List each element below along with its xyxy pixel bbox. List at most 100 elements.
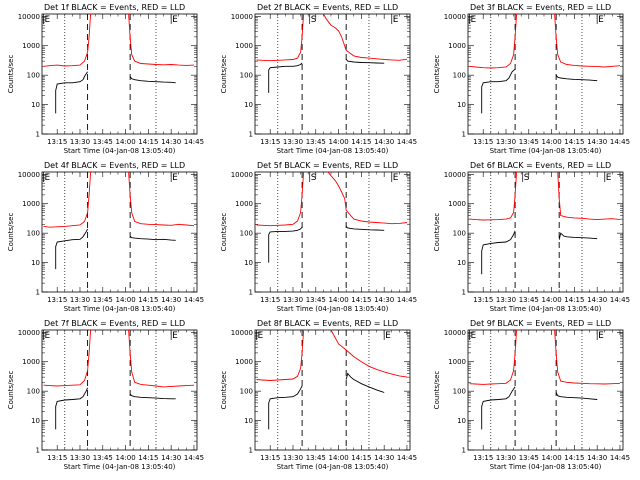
events-series-line xyxy=(481,386,516,430)
plot-frame xyxy=(41,171,198,293)
x-tick-label: 14:00 xyxy=(115,138,135,146)
events-series-line xyxy=(481,68,516,114)
x-tick-label: 13:30 xyxy=(496,138,516,146)
x-tick-label: 13:15 xyxy=(47,296,67,304)
x-tick-label: 13:30 xyxy=(70,454,90,462)
y-tick-label: 1000 xyxy=(22,358,40,366)
x-tick-label: 13:15 xyxy=(260,454,280,462)
panel-title: Det 8f BLACK = Events, RED = LLD xyxy=(257,319,398,328)
y-axis-label: Counts/sec xyxy=(7,213,15,252)
x-tick-label: 14:15 xyxy=(351,454,371,462)
events-series-line xyxy=(129,235,176,241)
x-tick-label: 14:15 xyxy=(564,296,584,304)
lld-series-line xyxy=(43,330,92,387)
panel-title: Det 4f BLACK = Events, RED = LLD xyxy=(44,161,185,170)
detector-panel: Det 1f BLACK = Events, RED = LLD 1 10 100 10… xyxy=(7,3,204,155)
y-tick-label: 1000 xyxy=(448,200,466,208)
lld-series-line xyxy=(256,172,305,227)
x-tick-label: 13:45 xyxy=(519,296,539,304)
y-tick-label: 10 xyxy=(31,101,40,109)
flag-label: E xyxy=(471,15,477,25)
x-tick-label: 14:30 xyxy=(161,454,181,462)
x-tick-label: 14:00 xyxy=(115,296,135,304)
y-tick-label: 1000 xyxy=(235,200,253,208)
y-tick-label: 100 xyxy=(240,388,253,396)
y-tick-label: 1000 xyxy=(235,42,253,50)
y-tick-label: 10000 xyxy=(444,13,466,21)
panel-title: Det 1f BLACK = Events, RED = LLD xyxy=(44,3,185,12)
y-tick-label: 10000 xyxy=(18,13,40,21)
x-tick-label: 13:45 xyxy=(93,138,113,146)
detector-panel: Det 6f BLACK = Events, RED = LLD 1 10 100 10… xyxy=(433,161,630,313)
plot-frame xyxy=(41,13,198,135)
x-tick-label: 13:30 xyxy=(496,454,516,462)
y-tick-label: 1000 xyxy=(22,42,40,50)
lld-series-line xyxy=(327,172,408,225)
x-tick-label: 13:45 xyxy=(93,454,113,462)
y-tick-label: 100 xyxy=(27,388,40,396)
y-tick-label: 10 xyxy=(457,101,466,109)
x-tick-label: 14:30 xyxy=(587,454,607,462)
x-tick-label: 14:30 xyxy=(587,138,607,146)
y-tick-label: 100 xyxy=(453,230,466,238)
x-tick-label: 14:30 xyxy=(161,296,181,304)
flag-label: E xyxy=(598,331,604,341)
flag-label: E xyxy=(45,15,51,25)
events-series-line xyxy=(55,387,89,430)
plot-frame xyxy=(254,329,411,451)
x-tick-label: 14:00 xyxy=(328,296,348,304)
x-tick-label: 14:15 xyxy=(138,138,158,146)
y-tick-label: 10000 xyxy=(231,13,253,21)
x-tick-label: 14:15 xyxy=(138,454,158,462)
detector-panel: Det 7f BLACK = Events, RED = LLD 1 10 100 10… xyxy=(7,319,204,471)
x-axis-label: Start Time (04-Jan-08 13:05:40) xyxy=(64,305,176,313)
panel-title: Det 2f BLACK = Events, RED = LLD xyxy=(257,3,398,12)
flag-label: E xyxy=(45,331,51,341)
x-tick-label: 14:30 xyxy=(374,296,394,304)
plot-frame xyxy=(467,171,624,293)
events-series-line xyxy=(268,62,303,93)
x-tick-label: 14:00 xyxy=(328,454,348,462)
flag-label: E xyxy=(45,173,51,183)
panel-title: Det 6f BLACK = Events, RED = LLD xyxy=(470,161,611,170)
x-tick-label: 14:45 xyxy=(184,296,204,304)
events-series-line xyxy=(345,226,385,231)
flag-label: E xyxy=(258,331,264,341)
x-tick-label: 13:30 xyxy=(283,138,303,146)
y-tick-label: 1 xyxy=(249,289,253,297)
events-series-line xyxy=(129,76,176,84)
x-tick-label: 13:15 xyxy=(260,138,280,146)
plot-frame xyxy=(254,171,411,293)
detector-panel: Det 5f BLACK = Events, RED = LLD 1 10 100 10… xyxy=(220,161,417,313)
x-tick-label: 14:45 xyxy=(184,454,204,462)
x-tick-label: 14:30 xyxy=(374,454,394,462)
y-tick-label: 1000 xyxy=(448,42,466,50)
x-tick-label: 13:15 xyxy=(260,296,280,304)
x-tick-label: 13:15 xyxy=(47,138,67,146)
x-tick-label: 14:45 xyxy=(184,138,204,146)
x-axis-label: Start Time (04-Jan-08 13:05:40) xyxy=(490,305,602,313)
y-tick-label: 100 xyxy=(453,388,466,396)
events-series-line xyxy=(555,74,598,82)
y-tick-label: 10000 xyxy=(231,329,253,337)
x-tick-label: 14:15 xyxy=(138,296,158,304)
lld-series-line xyxy=(256,14,305,62)
events-series-line xyxy=(555,392,598,400)
y-axis-label: Counts/sec xyxy=(433,55,441,94)
x-tick-label: 13:15 xyxy=(473,296,493,304)
y-tick-label: 10000 xyxy=(444,171,466,179)
y-tick-label: 10000 xyxy=(18,171,40,179)
x-axis-label: Start Time (04-Jan-08 13:05:40) xyxy=(490,463,602,471)
x-tick-label: 13:45 xyxy=(306,296,326,304)
y-tick-label: 100 xyxy=(240,230,253,238)
y-axis-label: Counts/sec xyxy=(7,371,15,410)
detector-panel: Det 8f BLACK = Events, RED = LLD 1 10 100 10… xyxy=(220,319,417,471)
detector-panel: Det 9f BLACK = Events, RED = LLD 1 10 100 10… xyxy=(433,319,630,471)
x-tick-label: 14:00 xyxy=(115,454,135,462)
y-tick-label: 100 xyxy=(27,72,40,80)
plot-frame xyxy=(467,329,624,451)
lld-series-line xyxy=(330,330,408,378)
flag-label: E xyxy=(598,15,604,25)
events-series-line xyxy=(345,58,385,64)
